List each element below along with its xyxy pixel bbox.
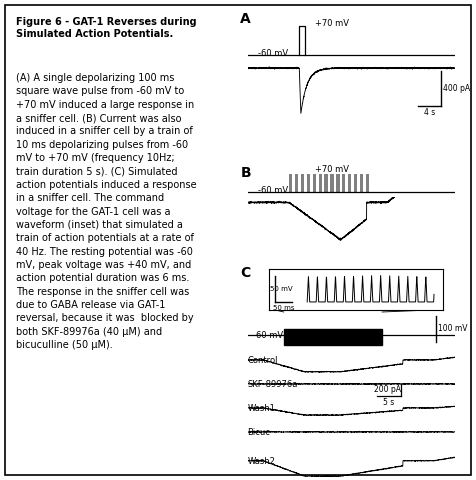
Text: +70 mV: +70 mV [315, 165, 349, 174]
Bar [348, 174, 351, 192]
Text: A: A [240, 12, 251, 26]
Text: -60 mV: -60 mV [258, 49, 288, 58]
Text: 5 s: 5 s [383, 398, 395, 407]
Bar [366, 174, 369, 192]
Bar [301, 174, 304, 192]
Bar [289, 174, 292, 192]
Bar [354, 174, 357, 192]
Bar [342, 174, 346, 192]
Text: B: B [240, 166, 251, 180]
Text: +70 mV: +70 mV [315, 19, 349, 28]
Bar [295, 174, 298, 192]
Bar [330, 174, 334, 192]
Text: 400 pA: 400 pA [443, 84, 470, 93]
Bar [313, 174, 316, 192]
Text: Control: Control [248, 356, 278, 365]
Bar [360, 174, 363, 192]
Text: 200 pA: 200 pA [374, 385, 401, 394]
Text: 4 s: 4 s [424, 108, 436, 117]
Bar [325, 174, 327, 192]
Text: 50 mV: 50 mV [270, 286, 292, 292]
Text: -60 mV: -60 mV [258, 186, 288, 195]
Text: 50 ms: 50 ms [273, 304, 295, 311]
Bar [307, 174, 310, 192]
Bar [318, 174, 322, 192]
Text: C: C [240, 266, 251, 280]
Text: Bicuc: Bicuc [248, 428, 270, 437]
Bar [284, 329, 382, 346]
Text: (A) A single depolarizing 100 ms
square wave pulse from -60 mV to
+70 mV induced: (A) A single depolarizing 100 ms square … [16, 73, 197, 350]
Text: SKF-89976a: SKF-89976a [248, 380, 298, 389]
Text: Wash1: Wash1 [248, 404, 276, 413]
Bar [336, 174, 339, 192]
Text: Wash2: Wash2 [248, 456, 276, 466]
Text: 100 mV: 100 mV [438, 324, 467, 333]
Text: -60 mV: -60 mV [253, 331, 283, 340]
Text: Figure 6 - GAT-1 Reverses during
Simulated Action Potentials.: Figure 6 - GAT-1 Reverses during Simulat… [16, 16, 197, 39]
